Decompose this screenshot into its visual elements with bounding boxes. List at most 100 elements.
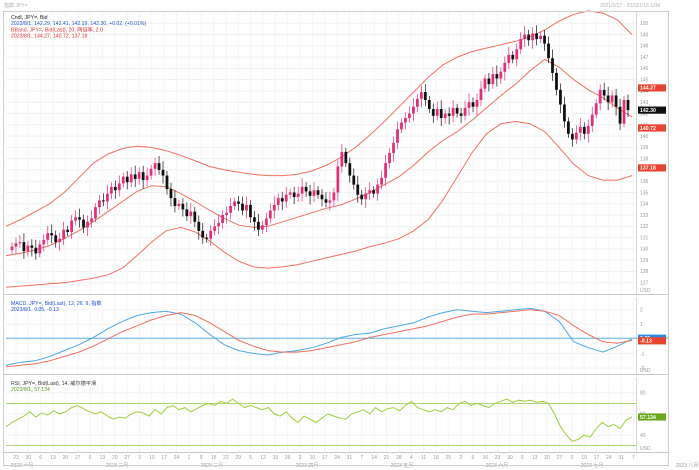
candle-body	[221, 215, 225, 223]
x-day-tick: 10	[581, 455, 587, 461]
x-day-tick: 13	[50, 455, 56, 461]
x-day-tick: 14	[371, 455, 377, 461]
candle-body	[66, 229, 70, 232]
header-symbol: 指数 JPY=	[4, 2, 28, 9]
x-day-tick: 28	[396, 455, 402, 461]
candle-body	[280, 198, 284, 202]
series-line-0	[5, 307, 633, 366]
y-tick-label: 138	[640, 156, 649, 162]
x-day-tick: 23	[13, 455, 19, 461]
candle-body	[431, 109, 435, 116]
candle-body	[551, 58, 554, 73]
candle-body	[153, 163, 157, 169]
candle-body	[352, 175, 356, 185]
candle-body	[316, 190, 320, 195]
x-day-tick: 8	[200, 455, 203, 461]
value-tag-label: 140.72	[640, 126, 656, 132]
y-unit-label: USD	[640, 368, 651, 374]
value-tag-label: 57.134	[640, 415, 656, 421]
candle-body	[348, 163, 352, 176]
candle-body	[372, 190, 376, 194]
x-day-tick: 20	[112, 455, 118, 461]
x-day-tick: 9	[472, 455, 475, 461]
y-tick-label: 147	[640, 55, 649, 61]
value-tag-label: -0.13	[640, 339, 652, 345]
y-tick-label: 144	[640, 89, 649, 95]
y-tick-label: -1	[640, 351, 645, 357]
candle-body	[74, 217, 77, 221]
candle-body	[237, 201, 240, 204]
x-day-tick: 5	[249, 455, 252, 461]
candle-body	[340, 151, 344, 167]
candle-body	[197, 221, 201, 231]
candle-body	[423, 92, 427, 100]
candle-body	[38, 244, 42, 254]
x-day-tick: 15	[211, 455, 217, 461]
x-day-tick: 27	[124, 455, 130, 461]
x-day-tick: 19	[273, 455, 279, 461]
candle-body	[543, 35, 546, 44]
candle-body	[447, 113, 451, 116]
candle-body	[467, 102, 471, 108]
candle-body	[257, 221, 260, 230]
candle-body	[523, 34, 527, 40]
candle-body	[364, 193, 368, 200]
x-day-tick: 20	[63, 455, 69, 461]
y-tick-label: 140	[640, 134, 649, 140]
y-tick-label: 131	[640, 235, 649, 241]
candle-body	[42, 239, 46, 245]
candle-body	[332, 192, 336, 201]
candle-body	[547, 43, 550, 59]
candle-body	[320, 194, 324, 200]
candle-body	[511, 54, 515, 60]
candle-body	[563, 104, 566, 122]
value-tag-label: 144.27	[640, 86, 656, 92]
candle-body	[495, 74, 499, 79]
candle-body	[515, 49, 519, 60]
candle-body	[360, 194, 364, 200]
x-day-tick: 26	[285, 455, 291, 461]
x-day-tick: 4	[410, 455, 413, 461]
x-day-tick: 17	[161, 455, 167, 461]
x-day-tick: 6	[521, 455, 524, 461]
candle-body	[400, 122, 403, 130]
candle-body	[606, 95, 610, 103]
candle-body	[288, 192, 292, 195]
candle-body	[304, 186, 308, 192]
candle-body	[149, 168, 153, 176]
candle-body	[121, 176, 125, 184]
y-tick-label: 132	[640, 224, 649, 230]
candle-body	[22, 242, 26, 252]
candle-body	[396, 129, 399, 143]
candle-body	[268, 210, 272, 219]
candle-body	[90, 218, 93, 222]
candle-body	[392, 142, 395, 153]
candle-body	[519, 39, 523, 50]
x-day-tick: 1	[188, 455, 191, 461]
candle-body	[10, 246, 14, 251]
x-day-tick: 6	[39, 455, 42, 461]
x-day-tick: 24	[334, 455, 340, 461]
candle-body	[292, 192, 296, 197]
value-tag-label: 142.30	[640, 108, 656, 114]
candle-body	[380, 177, 383, 185]
price-pane: 1501491481471461451441431421411401391381…	[3, 10, 668, 295]
candle-body	[185, 209, 189, 217]
candle-body	[296, 193, 300, 197]
x-day-tick: 11	[421, 455, 426, 461]
x-day-tick: 22	[223, 455, 229, 461]
x-day-tick: 27	[75, 455, 81, 461]
candle-body	[117, 183, 121, 191]
rsi-pane: 806040USDRSI, JPY=, Bid(Last), 14, 威尔德平滑…	[3, 378, 668, 453]
candle-body	[54, 235, 58, 243]
y-unit-label: USD	[640, 446, 651, 452]
y-tick-label: 142	[640, 111, 649, 117]
candle-body	[586, 125, 590, 134]
candle-body	[610, 95, 614, 103]
candle-body	[225, 212, 228, 216]
candle-body	[14, 243, 18, 247]
y-tick-label: 134	[640, 202, 649, 208]
x-day-tick: 6	[89, 455, 92, 461]
